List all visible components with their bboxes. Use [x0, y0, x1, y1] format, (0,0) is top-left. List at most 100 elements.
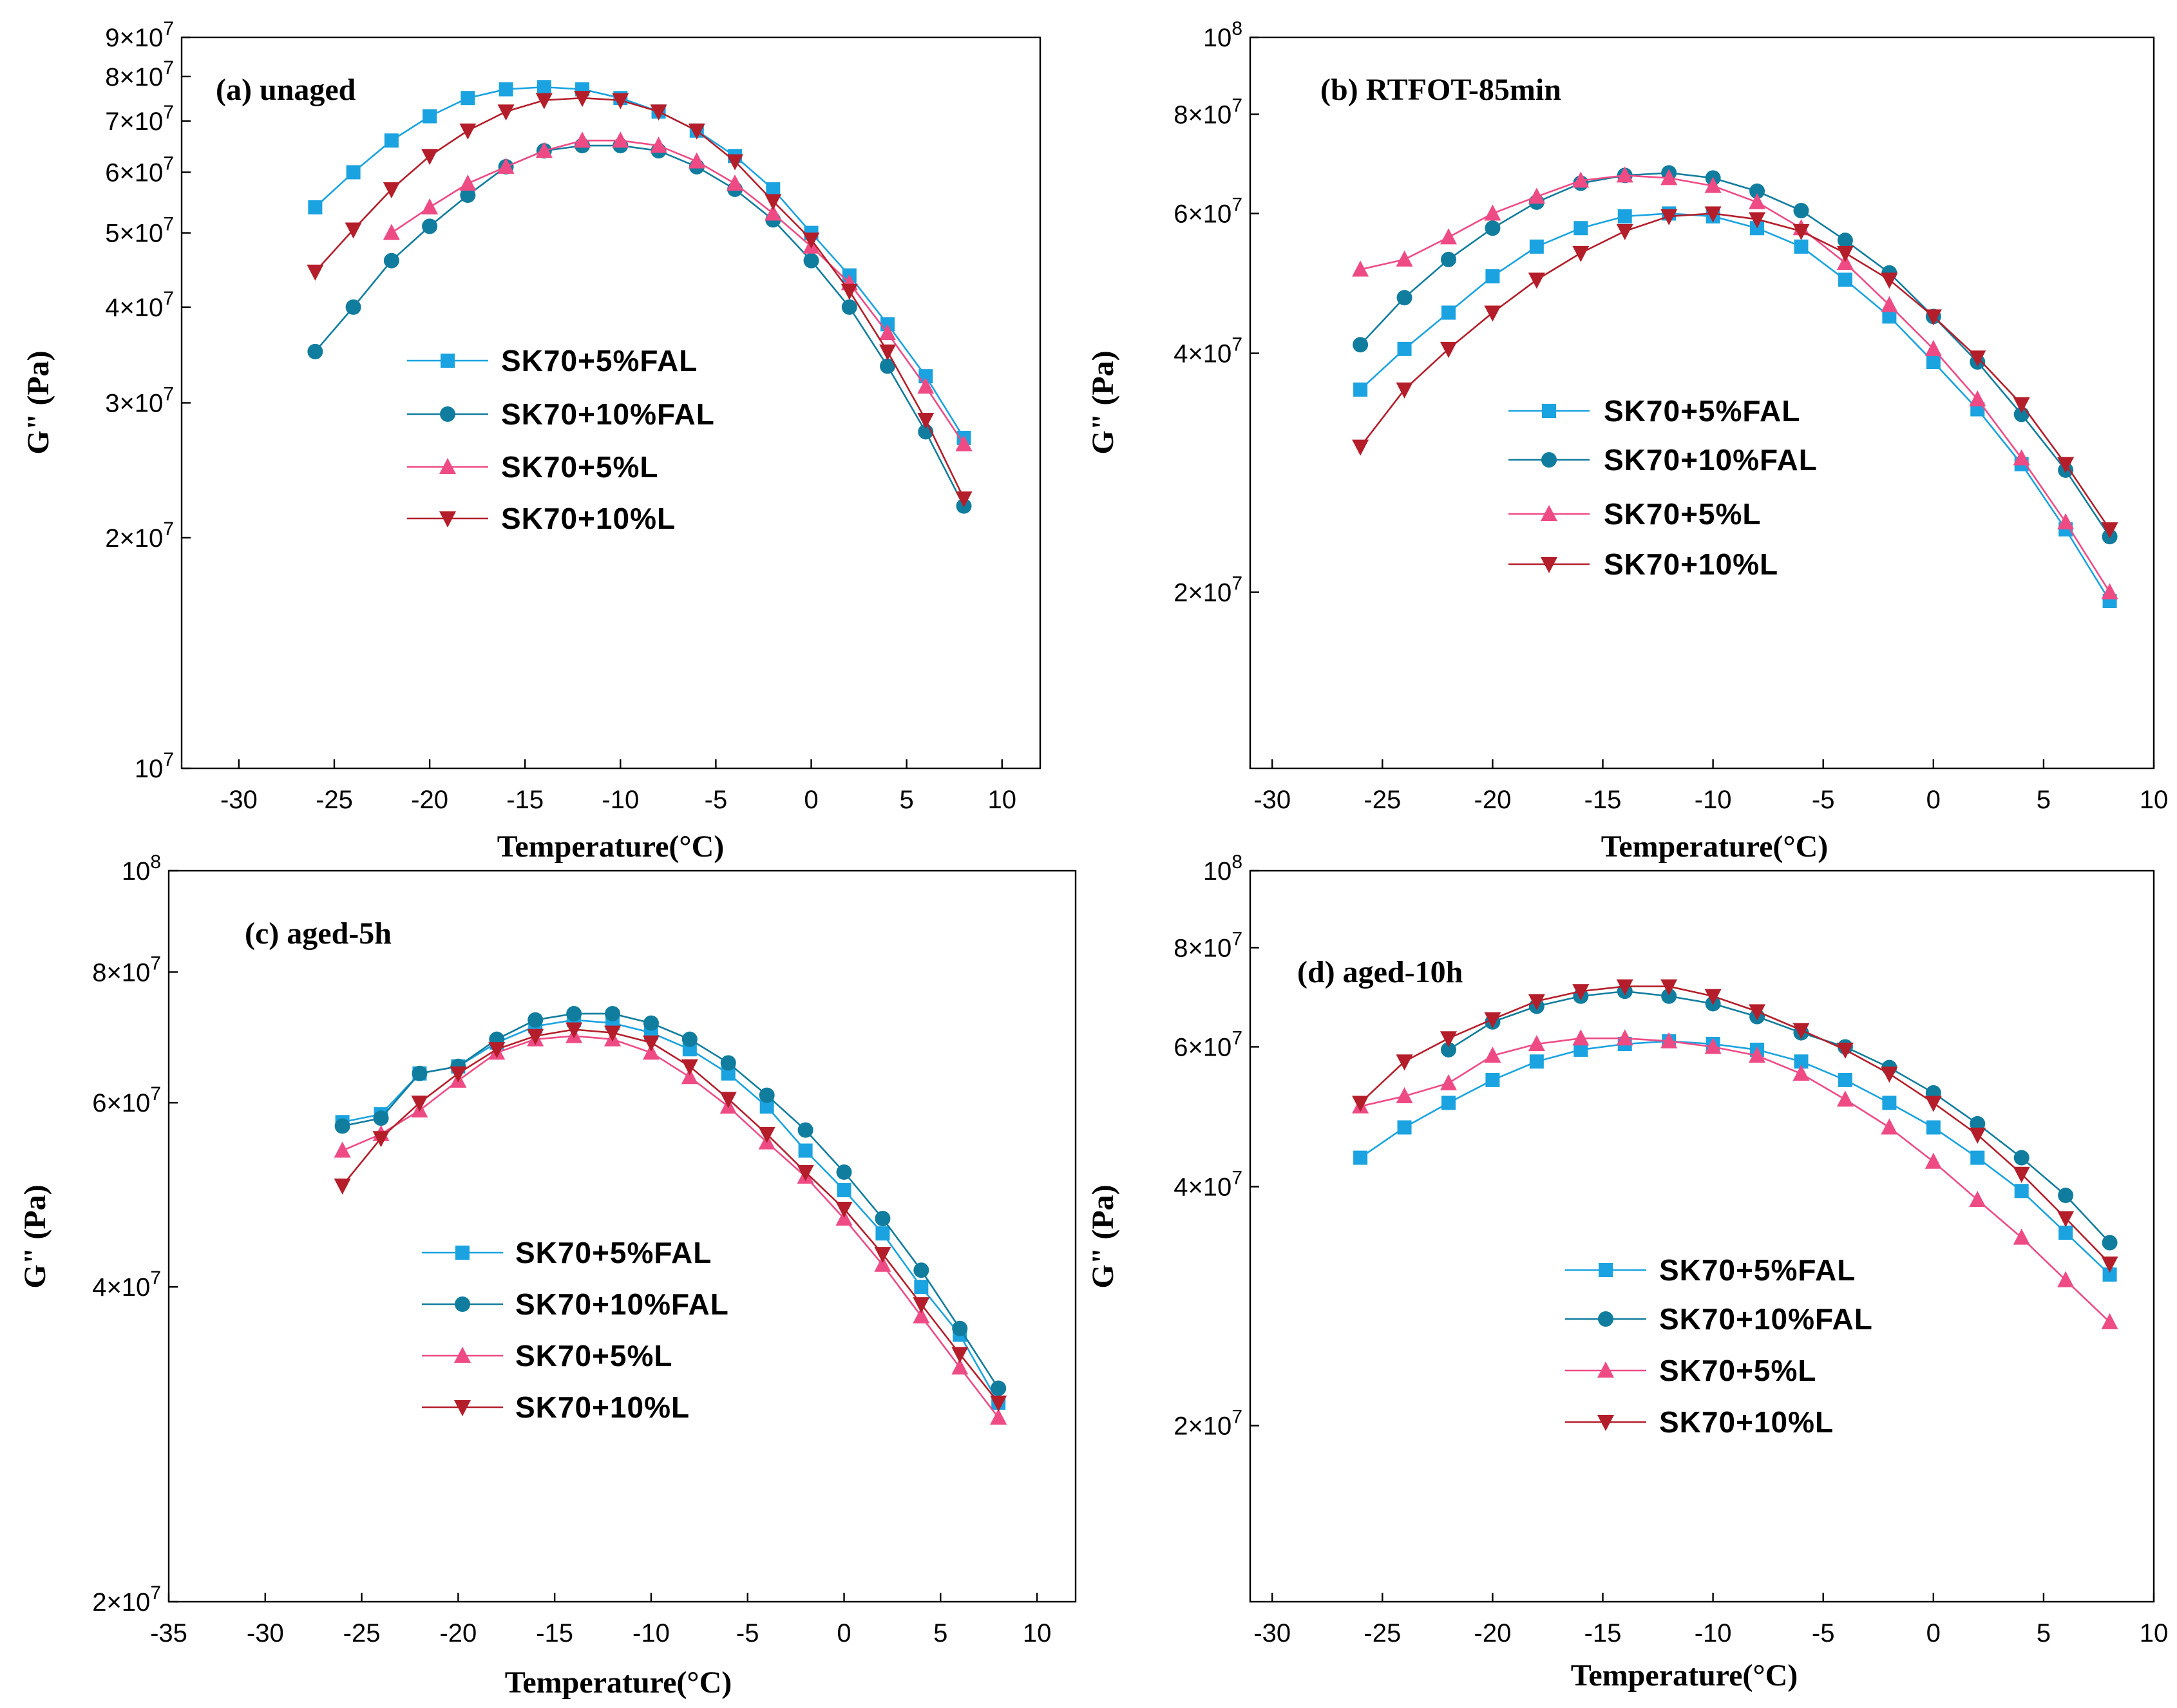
legend-marker [1599, 1263, 1613, 1277]
data-point [1572, 984, 1590, 1001]
x-tick-label: -25 [316, 786, 353, 814]
data-point [1881, 1118, 1898, 1135]
data-point [1925, 339, 1942, 356]
data-point [841, 299, 857, 315]
legend-label: SK70+5%FAL [1659, 1253, 1856, 1287]
legend-label: SK70+5%L [1659, 1354, 1817, 1387]
legend-item: SK70+10%L [1565, 1405, 1833, 1439]
legend-marker-shape [439, 511, 456, 527]
series-line [314, 97, 965, 499]
series-line [314, 144, 965, 507]
legend-marker [439, 458, 456, 474]
data-point [1749, 1004, 1766, 1021]
legend-item: SK70+10%FAL [422, 1287, 728, 1321]
legend-marker-shape [455, 1296, 470, 1312]
series-line [1360, 213, 2111, 530]
data-point [917, 412, 935, 429]
data-point [1882, 309, 1897, 324]
data-point [1528, 994, 1545, 1011]
legend-label: SK70+10%FAL [1604, 443, 1818, 477]
x-tick-label: 5 [2037, 1619, 2051, 1647]
data-point [913, 1307, 930, 1324]
data-point [874, 1247, 891, 1264]
data-point [605, 1005, 621, 1021]
legend-label: SK70+5%L [1604, 497, 1762, 531]
data-point [334, 1178, 351, 1195]
data-point [1396, 290, 1412, 306]
y-tick-label: 9×107 [105, 18, 174, 52]
data-point [1926, 355, 1941, 370]
data-point [1794, 1054, 1809, 1069]
legend-item: SK70+5%FAL [1508, 394, 1800, 428]
data-point [642, 1035, 660, 1052]
data-point [1440, 1031, 1457, 1048]
x-tick-label: -20 [411, 786, 448, 814]
x-tick-label: 0 [804, 786, 818, 814]
legend-item: SK70+10%L [422, 1390, 689, 1424]
panel-b-x-ticks: -30 -25 -20 -15 -10 -5 0 5 10 [1253, 759, 2168, 814]
y-tick-label: 4×107 [1174, 334, 1242, 368]
panel-b-legend: SK70+5%FAL SK70+10%FAL SK70+5%L SK70+10%… [1508, 394, 1818, 581]
data-point [1925, 1096, 1942, 1112]
data-point [1794, 239, 1809, 254]
data-point [1529, 239, 1544, 254]
series-line [391, 139, 965, 445]
panel-c-x-axis-label: Temperature(°C) [505, 1665, 732, 1700]
panel-c: (c) aged-5h Temperature(°C) G" (Pa) -35-… [18, 851, 1077, 1700]
data-point [1352, 1096, 1369, 1112]
data-point [1838, 272, 1852, 287]
x-tick-label: -30 [1253, 1619, 1291, 1647]
panel-c-y-ticks: 2×107 4×107 6×107 8×107 108 [92, 851, 178, 1617]
data-point [1925, 1152, 1942, 1169]
data-point [766, 182, 781, 196]
data-point [1616, 223, 1633, 240]
data-point [574, 91, 591, 108]
legend-marker [1597, 1362, 1614, 1378]
data-point [1484, 1012, 1501, 1029]
panel-b-series [1352, 165, 2118, 609]
panel-a-series [307, 80, 973, 514]
data-point [1352, 260, 1369, 277]
x-tick-label: -5 [1812, 786, 1835, 814]
data-point [1572, 245, 1590, 262]
legend-marker-shape [439, 458, 456, 474]
data-point [528, 1012, 544, 1028]
data-point [2057, 1211, 2075, 1228]
data-point [1440, 1074, 1457, 1090]
data-point [537, 80, 551, 95]
data-point [913, 1297, 930, 1314]
data-point [875, 1210, 891, 1226]
data-point [2058, 1188, 2074, 1204]
legend-item: SK70+10%FAL [1565, 1302, 1872, 1336]
y-tick-label: 108 [1203, 851, 1242, 886]
data-point [460, 187, 476, 204]
data-point [1704, 206, 1722, 223]
data-point [1836, 245, 1854, 262]
legend-item: SK70+5%FAL [422, 1236, 711, 1269]
data-point [346, 165, 361, 180]
data-point [1485, 269, 1500, 284]
data-point [1353, 337, 1369, 353]
legend-marker-shape [441, 354, 455, 368]
panel-d-title: (d) aged-10h [1297, 955, 1463, 989]
legend-marker-shape [455, 1246, 470, 1260]
data-point [1440, 341, 1457, 358]
y-tick-label: 4×107 [1174, 1168, 1242, 1202]
data-point [459, 174, 477, 191]
data-point [527, 1029, 544, 1045]
panel-d-plot-area [1249, 869, 2155, 1603]
data-point [721, 1066, 736, 1081]
data-point [412, 1065, 428, 1081]
panel-d-y-ticks: 2×107 4×107 6×107 8×107 108 [1174, 851, 1259, 1441]
series-line [1360, 985, 2111, 1264]
data-point [1441, 1096, 1456, 1110]
data-point [1660, 979, 1678, 996]
panel-a-x-ticks: -30 -25 -20 -15 -10 -5 0 5 10 [220, 759, 1016, 814]
y-tick-label: 8×107 [1174, 95, 1242, 129]
y-tick-label: 5×107 [105, 214, 174, 248]
series-line [1360, 175, 2111, 593]
x-tick-label: 10 [2140, 1619, 2169, 1647]
data-point [952, 1320, 968, 1336]
legend-marker [440, 406, 455, 422]
data-point [1969, 1190, 1986, 1207]
